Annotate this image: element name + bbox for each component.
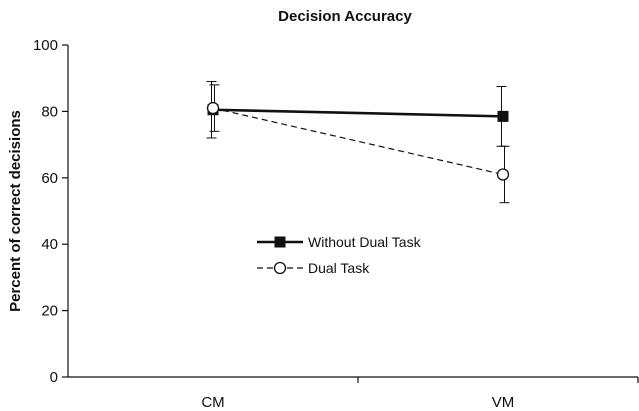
legend-marker bbox=[273, 261, 287, 275]
series-line-2 bbox=[212, 107, 504, 176]
legend-label: Dual Task bbox=[308, 260, 370, 276]
y-axis-label: Percent of correct decisions bbox=[7, 110, 24, 312]
legend-label: Without Dual Task bbox=[308, 234, 422, 250]
y-ticks: 0 20 40 60 80 100 bbox=[33, 37, 68, 386]
y-tick-label: 60 bbox=[41, 170, 58, 187]
y-tick-label: 0 bbox=[50, 369, 58, 386]
series-layer bbox=[206, 81, 510, 204]
x-ticks: CM VM bbox=[201, 377, 639, 411]
data-point-series-1 bbox=[497, 110, 509, 122]
series-line-1 bbox=[212, 108, 504, 118]
data-point-series-2 bbox=[206, 101, 220, 115]
y-tick-label: 40 bbox=[41, 236, 58, 253]
legend-marker bbox=[274, 236, 286, 248]
data-point-series-2 bbox=[496, 168, 510, 181]
y-tick-label: 100 bbox=[33, 37, 58, 54]
legend: Without Dual Task Dual Task bbox=[257, 234, 422, 276]
x-category-label: VM bbox=[492, 394, 515, 411]
x-category-label: CM bbox=[201, 394, 224, 411]
axes bbox=[67, 45, 638, 378]
chart-title: Decision Accuracy bbox=[278, 8, 412, 25]
y-tick-label: 20 bbox=[41, 303, 58, 320]
y-tick-label: 80 bbox=[41, 103, 58, 120]
